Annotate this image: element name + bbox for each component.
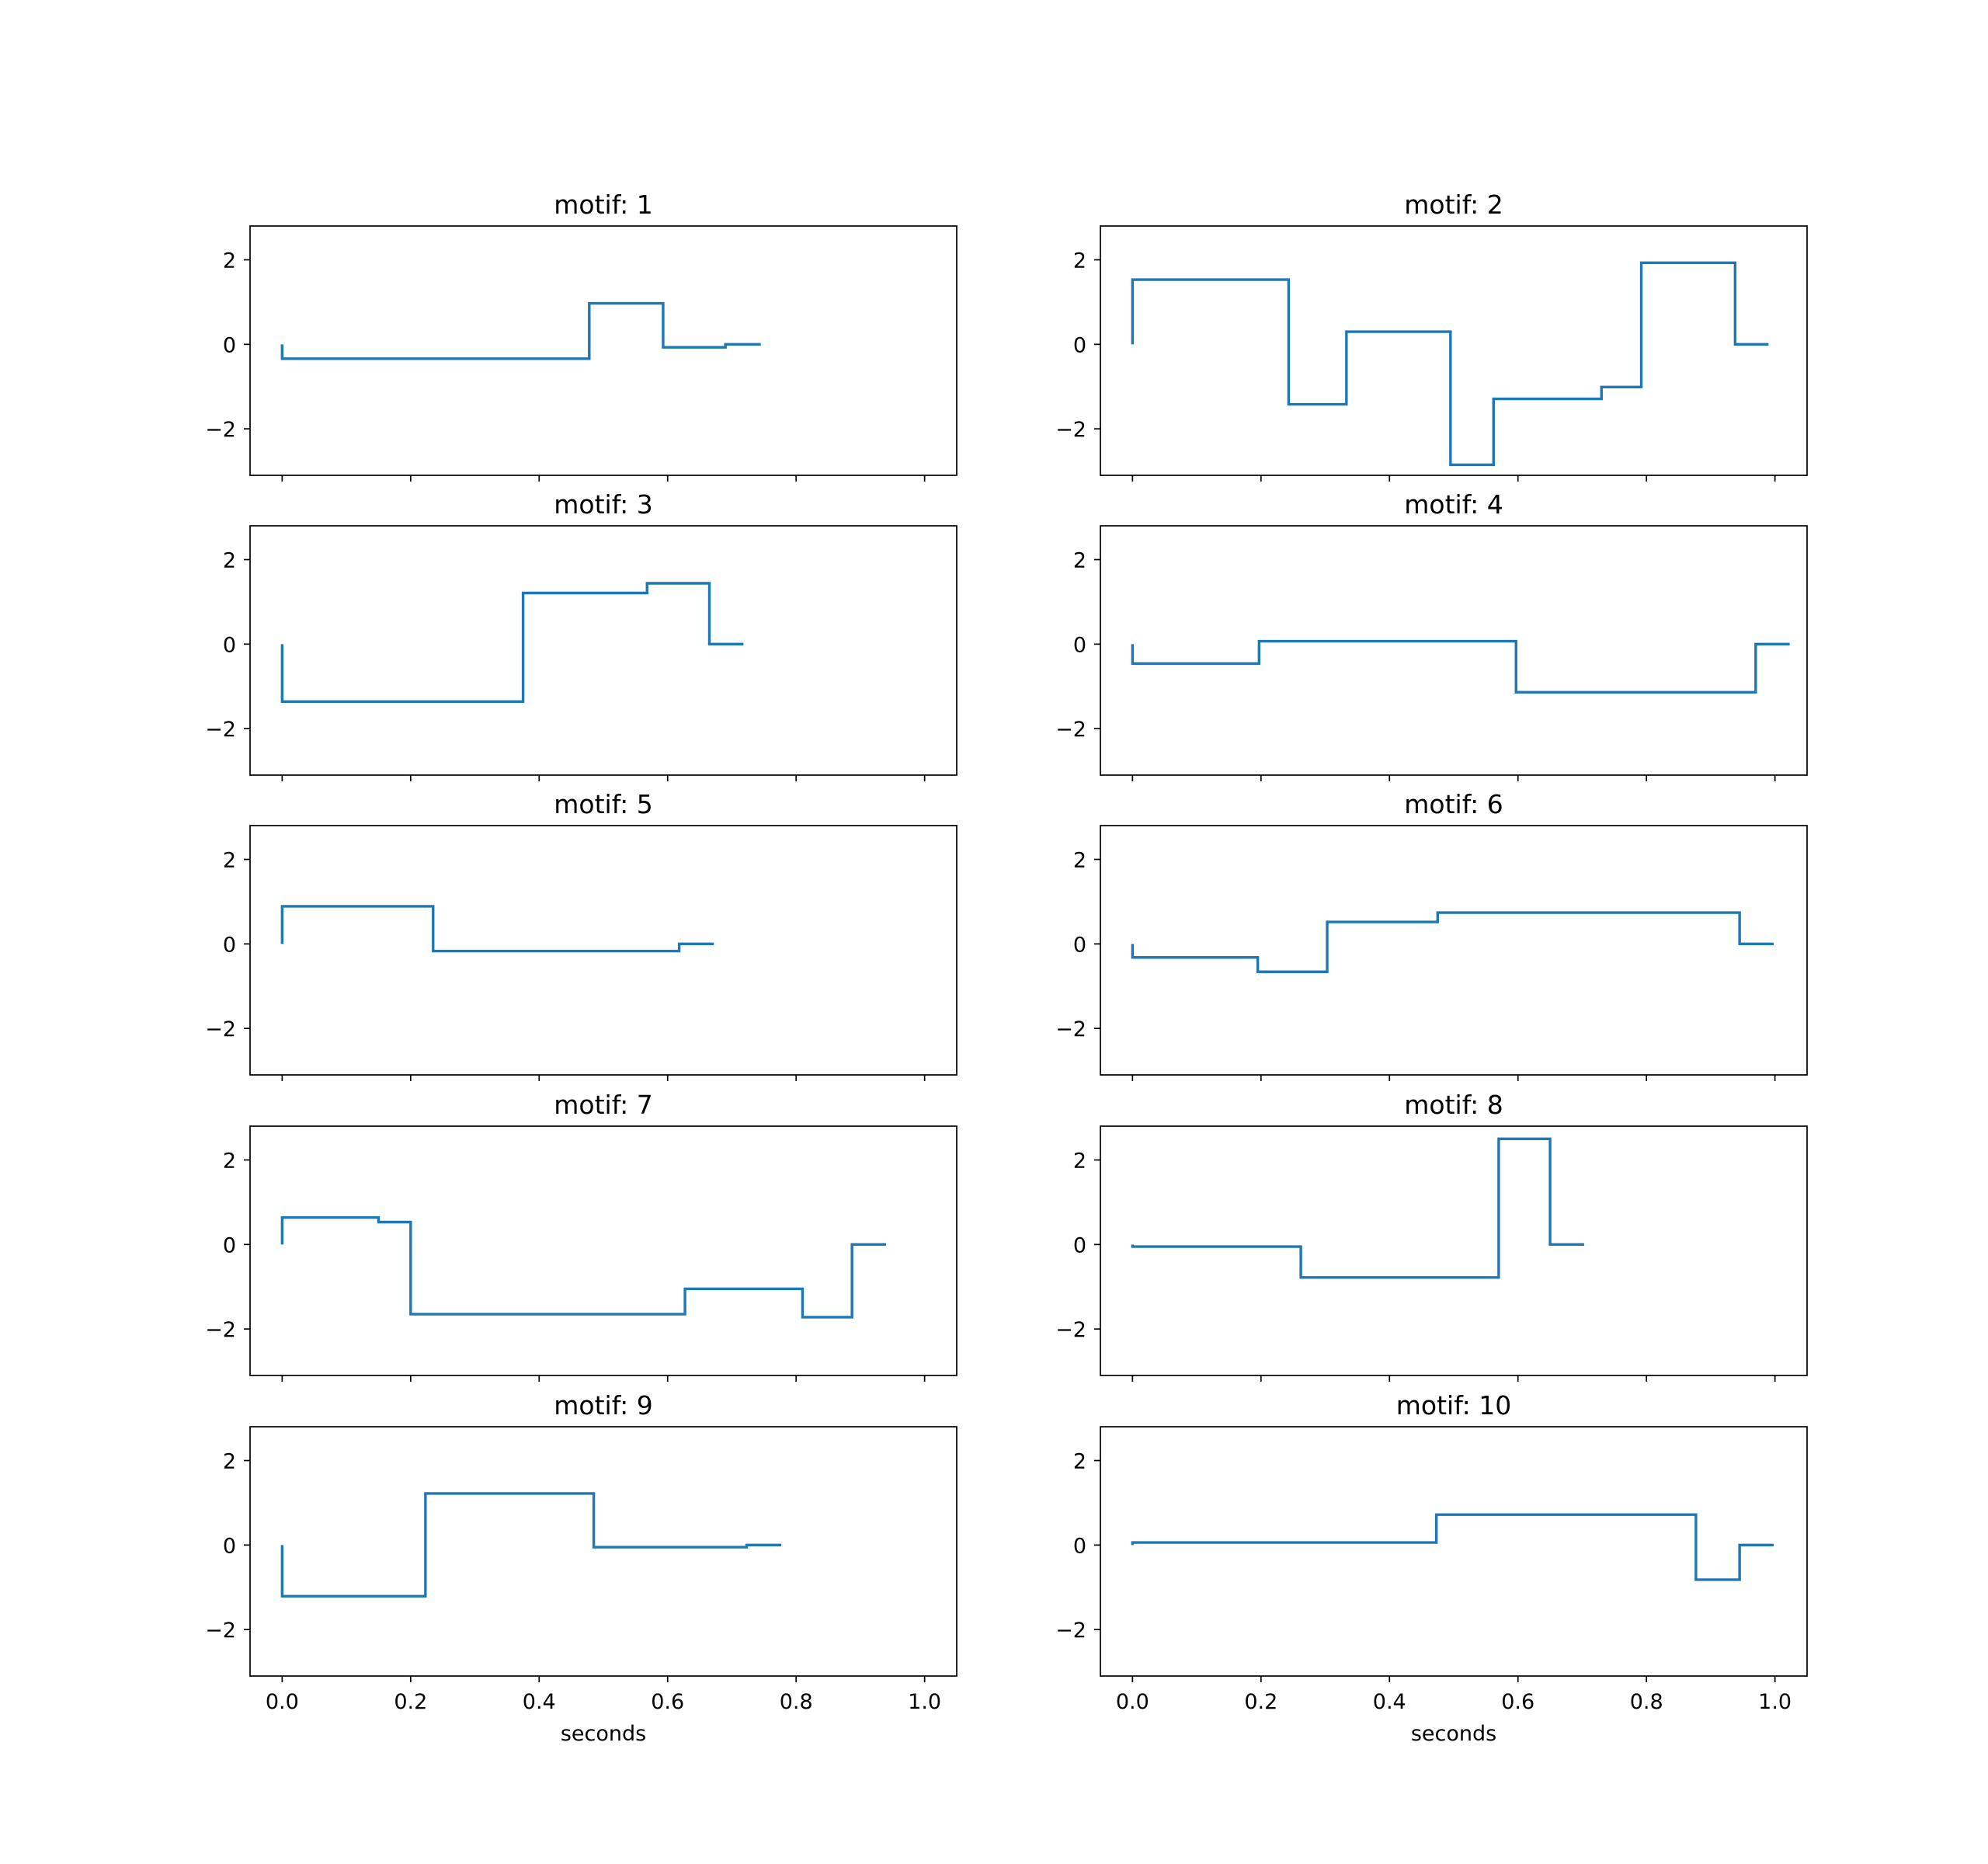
panel-3-ytick-label: 0 bbox=[223, 633, 236, 657]
panel-3-ytick-label: 2 bbox=[223, 549, 236, 573]
panel-4-ytick-label: 0 bbox=[1073, 633, 1086, 657]
panel-7-ytick-label: 0 bbox=[223, 1233, 236, 1257]
panel-9-xtick-label: 0.6 bbox=[651, 1690, 684, 1714]
panel-4-ytick-label: 2 bbox=[1073, 549, 1086, 573]
panel-5-ytick-label: 0 bbox=[223, 933, 236, 957]
panel-9-series-line bbox=[280, 1492, 782, 1598]
panel-6-ytick-label: 0 bbox=[1073, 933, 1086, 957]
panel-9-ytick-label: 2 bbox=[223, 1450, 236, 1474]
panel-5-series-line bbox=[280, 905, 714, 953]
panel-9-ytick-label: −2 bbox=[205, 1619, 236, 1643]
panel-2-series-line bbox=[1131, 261, 1769, 467]
panel-7-ytick-label: 2 bbox=[223, 1149, 236, 1174]
panel-3-series-line bbox=[280, 582, 744, 704]
panel-7-axes-frame bbox=[249, 1125, 958, 1376]
panel-10-ytick-label: −2 bbox=[1055, 1619, 1086, 1643]
panel-10-ytick-label: 0 bbox=[1073, 1534, 1086, 1558]
panel-7-title: motif: 7 bbox=[554, 1090, 653, 1120]
panel-9-xtick-label: 0.2 bbox=[394, 1690, 427, 1714]
panel-10-xtick-label: 0.2 bbox=[1244, 1690, 1277, 1714]
panel-9-title: motif: 9 bbox=[554, 1390, 653, 1421]
panel-4-axes-frame bbox=[1100, 525, 1808, 776]
panel-5-ytick-label: −2 bbox=[205, 1017, 236, 1042]
panel-10-title: motif: 10 bbox=[1396, 1390, 1511, 1421]
panel-6-series-line bbox=[1131, 911, 1774, 973]
panel-1-series-line bbox=[280, 301, 761, 360]
panel-5-title: motif: 5 bbox=[554, 789, 653, 819]
panel-10-series-line bbox=[1131, 1513, 1774, 1581]
panel-7-ytick-label: −2 bbox=[205, 1318, 236, 1342]
panel-10-xtick-label: 0.6 bbox=[1501, 1690, 1534, 1714]
panel-3-title: motif: 3 bbox=[554, 489, 653, 520]
panel-6-title: motif: 6 bbox=[1404, 789, 1503, 819]
panel-10-xlabel: seconds bbox=[1411, 1722, 1496, 1746]
panel-2-title: motif: 2 bbox=[1404, 190, 1503, 220]
panel-9-ytick-label: 0 bbox=[223, 1534, 236, 1558]
panel-2-ytick-label: −2 bbox=[1055, 418, 1086, 442]
panel-9-xtick-label: 0.4 bbox=[523, 1690, 556, 1714]
panel-10-xtick-label: 0.0 bbox=[1116, 1690, 1149, 1714]
panel-8-title: motif: 8 bbox=[1404, 1090, 1503, 1120]
panel-2-axes-frame bbox=[1100, 225, 1808, 476]
panel-5-ytick-label: 2 bbox=[223, 849, 236, 873]
panel-1-ytick-label: 0 bbox=[223, 333, 236, 357]
panel-3-ytick-label: −2 bbox=[205, 718, 236, 742]
panel-9-xtick-label: 0.0 bbox=[266, 1690, 299, 1714]
panel-10-xtick-label: 0.8 bbox=[1630, 1690, 1663, 1714]
panel-10-xtick-label: 0.4 bbox=[1373, 1690, 1406, 1714]
panel-9-xtick-label: 0.8 bbox=[780, 1690, 813, 1714]
panel-1-ytick-label: 2 bbox=[223, 249, 236, 273]
panel-8-series-line bbox=[1131, 1137, 1584, 1279]
panel-5-axes-frame bbox=[249, 825, 958, 1076]
panel-8-ytick-label: 0 bbox=[1073, 1233, 1086, 1257]
panel-2-ytick-label: 0 bbox=[1073, 333, 1086, 357]
panel-10-xtick-label: 1.0 bbox=[1758, 1690, 1792, 1714]
panel-3-axes-frame bbox=[249, 525, 958, 776]
panel-1-ytick-label: −2 bbox=[205, 418, 236, 442]
panel-6-ytick-label: −2 bbox=[1055, 1017, 1086, 1042]
panel-10-axes-frame bbox=[1100, 1426, 1808, 1677]
panel-8-axes-frame bbox=[1100, 1125, 1808, 1376]
panel-6-axes-frame bbox=[1100, 825, 1808, 1076]
panel-10-ytick-label: 2 bbox=[1073, 1450, 1086, 1474]
panel-9-axes-frame bbox=[249, 1426, 958, 1677]
panel-4-title: motif: 4 bbox=[1404, 489, 1503, 520]
panel-4-ytick-label: −2 bbox=[1055, 718, 1086, 742]
panel-9-xlabel: seconds bbox=[561, 1722, 646, 1746]
panel-6-ytick-label: 2 bbox=[1073, 849, 1086, 873]
panel-4-series-line bbox=[1131, 639, 1790, 694]
panel-8-ytick-label: −2 bbox=[1055, 1318, 1086, 1342]
panel-2-ytick-label: 2 bbox=[1073, 249, 1086, 273]
panel-9-xtick-label: 1.0 bbox=[908, 1690, 941, 1714]
panel-7-series-line bbox=[280, 1215, 886, 1319]
panel-1-axes-frame bbox=[249, 225, 958, 476]
panel-8-ytick-label: 2 bbox=[1073, 1149, 1086, 1174]
panel-1-title: motif: 1 bbox=[554, 190, 653, 220]
